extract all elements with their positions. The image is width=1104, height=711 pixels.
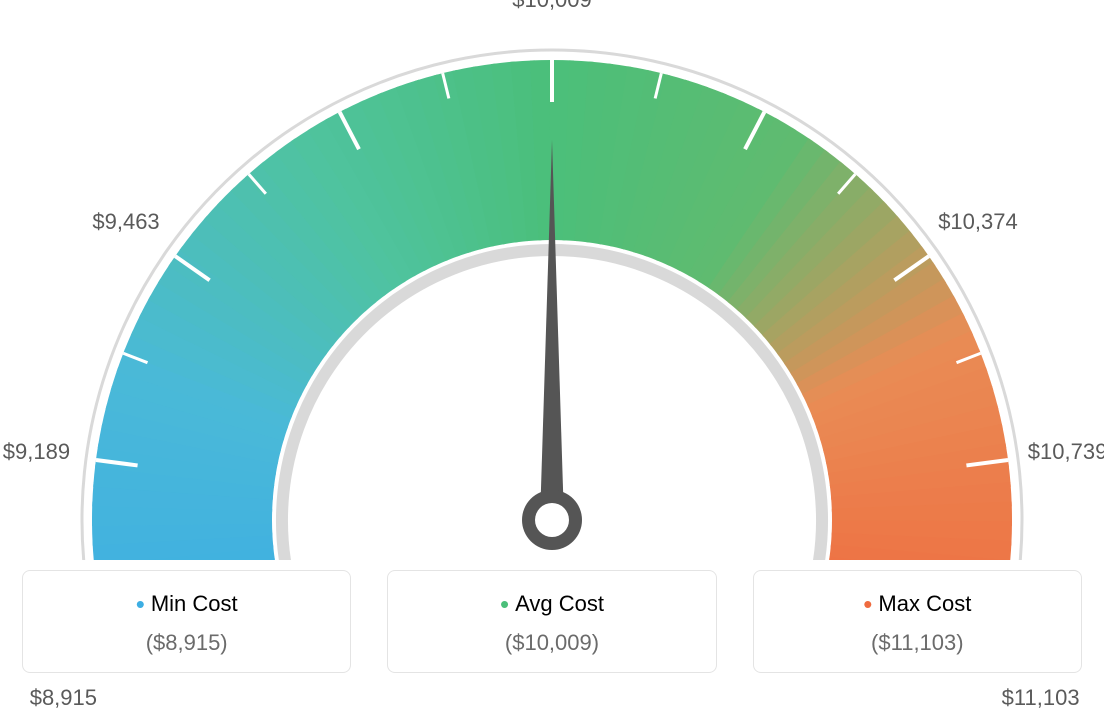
gauge-tick-label: $10,739: [1028, 439, 1104, 465]
gauge-tick-label: $10,009: [512, 0, 592, 13]
legend-avg-value: ($10,009): [398, 630, 705, 656]
legend-avg-label: Avg Cost: [515, 591, 604, 616]
gauge-svg: [22, 20, 1082, 560]
gauge-tick-label: $8,915: [30, 685, 97, 711]
legend-min-title: •Min Cost: [33, 589, 340, 620]
legend-max-title: •Max Cost: [764, 589, 1071, 620]
legend-avg-title: •Avg Cost: [398, 589, 705, 620]
gauge-chart: $8,915$9,189$9,463$10,009$10,374$10,739$…: [22, 20, 1082, 560]
legend-card-min: •Min Cost ($8,915): [22, 570, 351, 673]
gauge-tick-label: $10,374: [938, 209, 1018, 235]
legend-row: •Min Cost ($8,915) •Avg Cost ($10,009) •…: [22, 570, 1082, 673]
gauge-tick-label: $9,189: [3, 439, 70, 465]
legend-min-label: Min Cost: [151, 591, 238, 616]
gauge-tick-label: $11,103: [1002, 685, 1080, 711]
legend-max-value: ($11,103): [764, 630, 1071, 656]
dot-icon: •: [500, 589, 509, 619]
legend-max-label: Max Cost: [878, 591, 971, 616]
legend-card-max: •Max Cost ($11,103): [753, 570, 1082, 673]
legend-min-value: ($8,915): [33, 630, 340, 656]
dot-icon: •: [863, 589, 872, 619]
gauge-tick-label: $9,463: [92, 209, 159, 235]
dot-icon: •: [136, 589, 145, 619]
legend-card-avg: •Avg Cost ($10,009): [387, 570, 716, 673]
